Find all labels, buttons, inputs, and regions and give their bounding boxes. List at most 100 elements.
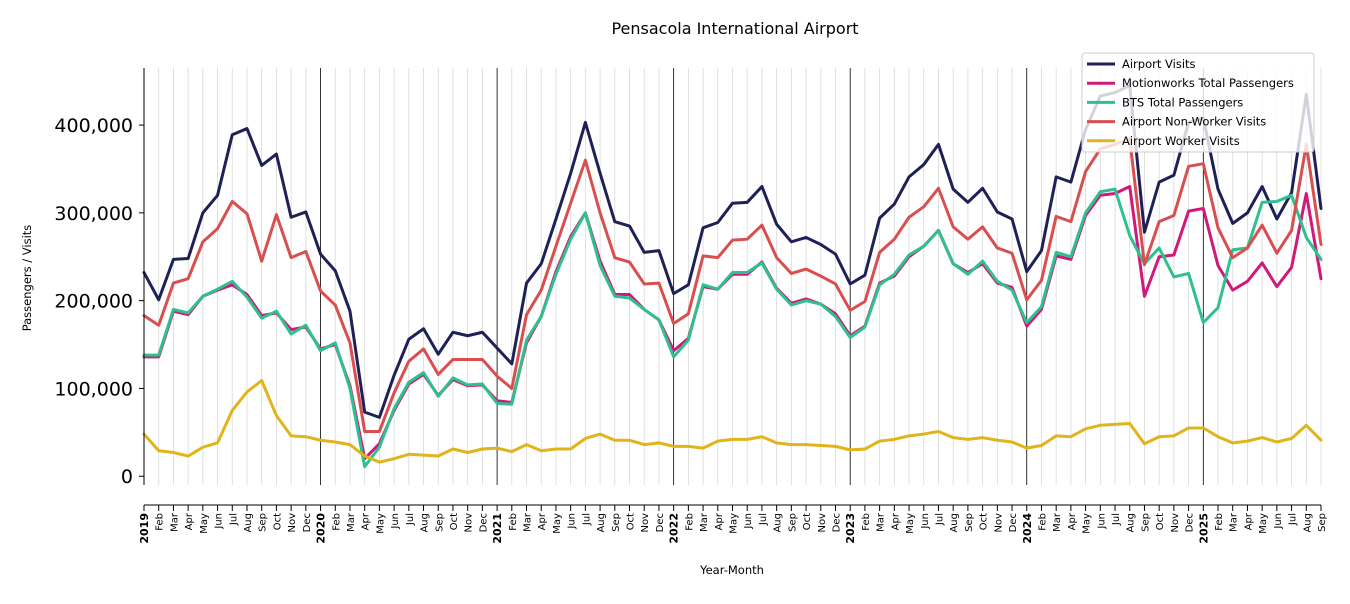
x-axis-label: Year-Month — [699, 563, 764, 577]
x-tick-label: Nov — [1170, 513, 1181, 533]
legend: Airport Visits Motionworks Total Passenge… — [1081, 52, 1315, 153]
y-tick-label: 400,000 — [54, 115, 133, 137]
x-tick-label: Jul — [758, 513, 769, 526]
x-tick-label: Dec — [655, 513, 666, 532]
x-tick-label: Aug — [1302, 513, 1313, 533]
x-tick-label: 2024 — [1021, 513, 1034, 544]
x-tick-label: Feb — [684, 513, 695, 531]
legend-label: Airport Visits — [1122, 57, 1196, 71]
x-tick-label: Apr — [890, 512, 901, 530]
x-tick-label: Jun — [567, 513, 578, 530]
grid — [143, 68, 1322, 485]
x-tick-label: Sep — [787, 513, 798, 532]
x-tick-label: Dec — [1008, 513, 1019, 532]
x-tick-label: Mar — [523, 512, 534, 532]
x-tick-label: Oct — [979, 513, 990, 530]
x-tick-label: Nov — [287, 513, 298, 533]
x-tick-label: Dec — [831, 513, 842, 532]
x-tick-label: Jul — [1111, 513, 1122, 526]
x-tick-label: Apr — [1067, 512, 1078, 530]
x-tick-label: Mar — [169, 512, 180, 532]
x-tick-label: 2025 — [1197, 513, 1210, 544]
x-tick-label: Oct — [626, 513, 637, 530]
y-tick-label: 100,000 — [54, 378, 133, 400]
x-tick-label: Aug — [1126, 513, 1137, 533]
x-tick-label: 2020 — [315, 513, 328, 544]
x-tick-label: Jul — [405, 513, 416, 526]
legend-box — [1081, 52, 1315, 153]
x-tick-label: 2022 — [668, 513, 681, 544]
x-tick-label: Feb — [1037, 513, 1048, 531]
x-tick-label: Jun — [390, 513, 401, 530]
x-tick-label: May — [729, 513, 740, 534]
x-tick-label: Feb — [331, 513, 342, 531]
x-tick-label: Aug — [420, 513, 431, 533]
x-tick-label: Aug — [243, 513, 254, 533]
x-tick-label: Aug — [596, 513, 607, 533]
x-tick-label: Aug — [773, 513, 784, 533]
x-tick-label: Feb — [155, 513, 166, 531]
x-tick-label: Sep — [611, 513, 622, 532]
x-tick-label: Jul — [228, 513, 239, 526]
x-tick-label: May — [375, 513, 386, 534]
x-tick-label: 2021 — [491, 513, 504, 544]
x-tick-label: Feb — [1214, 513, 1225, 531]
x-tick-label: Sep — [434, 513, 445, 532]
x-tick-label: Sep — [964, 513, 975, 532]
x-tick-label: Oct — [802, 513, 813, 530]
y-tick-label: 0 — [121, 466, 133, 488]
x-tick-label: May — [552, 513, 563, 534]
x-tick-label: Oct — [449, 513, 460, 530]
x-tick-label: Jun — [1096, 513, 1107, 530]
legend-label: Airport Worker Visits — [1122, 134, 1240, 148]
x-tick-label: Apr — [361, 512, 372, 530]
legend-label: BTS Total Passengers — [1122, 95, 1243, 109]
x-tick-label: Feb — [508, 513, 519, 531]
y-tick-label: 200,000 — [54, 291, 133, 313]
x-tick-label: Sep — [258, 513, 269, 532]
x-tick-label: Dec — [302, 513, 313, 532]
x-tick-label: Jun — [743, 513, 754, 530]
x-tick-label: Apr — [184, 512, 195, 530]
x-tick-label: Mar — [699, 512, 710, 532]
x-tick-label: Dec — [1185, 513, 1196, 532]
series-line-bts-total-passengers — [142, 187, 1323, 469]
x-tick-label: Sep — [1317, 513, 1328, 532]
x-tick-label: Mar — [346, 512, 357, 532]
x-tick-label: Nov — [993, 513, 1004, 533]
x-tick-label: Sep — [1140, 513, 1151, 532]
x-tick-label: May — [905, 513, 916, 534]
x-tick-label: Jun — [1273, 513, 1284, 530]
x-tick-label: Apr — [537, 512, 548, 530]
legend-label: Airport Non-Worker Visits — [1122, 115, 1266, 129]
x-tick-label: May — [199, 513, 210, 534]
x-tick-label: Nov — [464, 513, 475, 533]
y-axis-label: Passengers / Visits — [20, 225, 34, 332]
x-tick-label: Nov — [817, 513, 828, 533]
x-tick-label: Jul — [934, 513, 945, 526]
x-tick-label: Apr — [714, 512, 725, 530]
legend-label: Motionworks Total Passengers — [1122, 76, 1294, 90]
x-tick-label: May — [1258, 513, 1269, 534]
x-tick-label: Jul — [581, 513, 592, 526]
x-tick-label: Mar — [1229, 512, 1240, 532]
x-tick-label: Dec — [478, 513, 489, 532]
x-tick-label: Mar — [876, 512, 887, 532]
x-tick-label: 2023 — [844, 513, 857, 544]
x-tick-label: Mar — [1052, 512, 1063, 532]
x-tick-label: 2019 — [138, 513, 151, 544]
x-tick-label: Feb — [861, 513, 872, 531]
x-tick-label: Aug — [949, 513, 960, 533]
series-line-airport-worker-visits — [142, 379, 1323, 464]
x-tick-label: May — [1082, 513, 1093, 534]
y-tick-label: 300,000 — [54, 203, 133, 225]
x-tick-label: Oct — [272, 513, 283, 530]
x-tick-label: Oct — [1155, 513, 1166, 530]
chart-title: Pensacola International Airport — [611, 19, 858, 38]
x-tick-label: Jun — [920, 513, 931, 530]
x-tick-label: Nov — [640, 513, 651, 533]
x-tick-label: Jun — [214, 513, 225, 530]
